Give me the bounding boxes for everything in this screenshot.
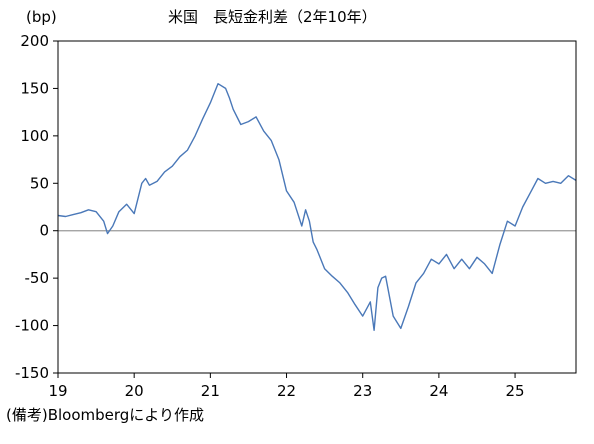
x-tick-label: 25	[506, 382, 525, 400]
y-tick-label: 100	[20, 127, 49, 145]
x-tick-label: 23	[353, 382, 372, 400]
series-line	[57, 82, 577, 331]
y-tick-label: -100	[15, 317, 49, 335]
x-tick-label: 22	[277, 382, 296, 400]
chart-title: 米国 長短金利差（2年10年）	[168, 8, 377, 26]
x-tick-label: 19	[48, 382, 67, 400]
y-tick-label: 150	[20, 79, 49, 97]
y-tick-label: -50	[25, 269, 50, 287]
y-tick-label: 0	[39, 222, 49, 240]
y-tick-label: 50	[30, 174, 49, 192]
y-axis-unit-label: (bp)	[26, 8, 57, 26]
x-tick-label: 20	[125, 382, 144, 400]
x-tick-label: 21	[201, 382, 220, 400]
y-tick-label: -150	[15, 364, 49, 382]
plot-area-frame	[57, 40, 577, 374]
source-note: (備考)Bloombergにより作成	[6, 406, 205, 424]
x-tick-label: 24	[429, 382, 448, 400]
line-chart: (bp) 米国 長短金利差（2年10年） 200 150 100 50 0 -50 -100…	[15, 8, 577, 400]
y-tick-label: 200	[20, 32, 49, 50]
